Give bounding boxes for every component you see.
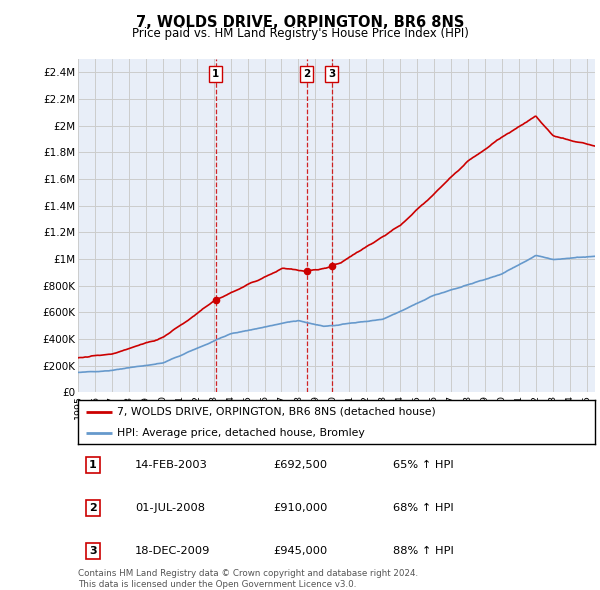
Text: 18-DEC-2009: 18-DEC-2009	[135, 546, 211, 556]
Text: 88% ↑ HPI: 88% ↑ HPI	[393, 546, 454, 556]
Text: Contains HM Land Registry data © Crown copyright and database right 2024.
This d: Contains HM Land Registry data © Crown c…	[78, 569, 418, 589]
Text: 01-JUL-2008: 01-JUL-2008	[135, 503, 205, 513]
Text: 7, WOLDS DRIVE, ORPINGTON, BR6 8NS (detached house): 7, WOLDS DRIVE, ORPINGTON, BR6 8NS (deta…	[117, 407, 436, 417]
Text: 2: 2	[89, 503, 97, 513]
Text: HPI: Average price, detached house, Bromley: HPI: Average price, detached house, Brom…	[117, 428, 365, 438]
Text: 1: 1	[89, 460, 97, 470]
Text: 3: 3	[328, 69, 335, 79]
Text: 68% ↑ HPI: 68% ↑ HPI	[393, 503, 454, 513]
Text: 3: 3	[89, 546, 97, 556]
Text: 1: 1	[212, 69, 220, 79]
Text: £945,000: £945,000	[273, 546, 327, 556]
Text: 2: 2	[303, 69, 311, 79]
Text: 14-FEB-2003: 14-FEB-2003	[135, 460, 208, 470]
Text: £910,000: £910,000	[273, 503, 328, 513]
Text: 7, WOLDS DRIVE, ORPINGTON, BR6 8NS: 7, WOLDS DRIVE, ORPINGTON, BR6 8NS	[136, 15, 464, 30]
Text: Price paid vs. HM Land Registry's House Price Index (HPI): Price paid vs. HM Land Registry's House …	[131, 27, 469, 40]
Text: £692,500: £692,500	[273, 460, 327, 470]
Text: 65% ↑ HPI: 65% ↑ HPI	[393, 460, 454, 470]
